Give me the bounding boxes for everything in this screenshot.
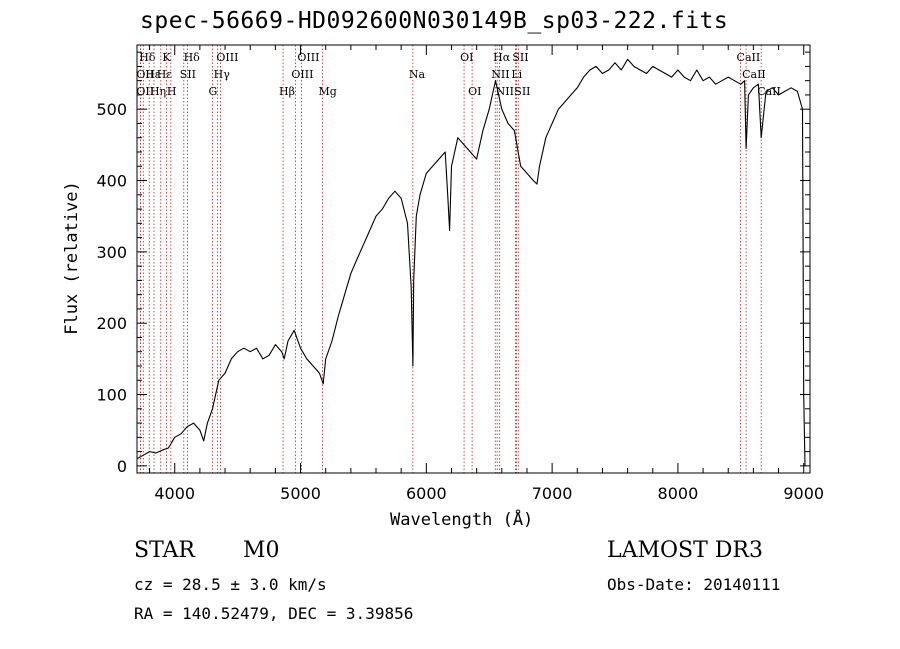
line-label-15: OIII — [297, 51, 319, 64]
object-class: STAR — [134, 538, 195, 563]
line-label-23: Li — [511, 68, 522, 81]
line-label-13: Hβ — [279, 85, 295, 98]
line-label-27: CaII — [742, 68, 766, 81]
line-label-14: OIII — [291, 68, 313, 81]
y-axis-label: Flux (relative) — [62, 181, 82, 335]
line-label-17: Na — [409, 68, 426, 81]
line-label-18: OI — [460, 51, 473, 64]
line-label-7: H — [167, 85, 177, 98]
line-label-10: G — [208, 85, 217, 98]
line-label-21: Hα — [493, 51, 511, 64]
line-label-28: CaII — [757, 85, 781, 98]
y-tick-label-5: 500 — [96, 100, 127, 119]
line-label-16: Mg — [319, 85, 337, 98]
plot-frame — [136, 44, 811, 474]
x-axis-label: Wavelength (Å) — [390, 510, 534, 530]
x-tick-label-5: 9000 — [783, 484, 824, 503]
chart-title: spec-56669-HD092600N030149B_sp03-222.fit… — [140, 8, 729, 34]
y-tick-label-1: 100 — [96, 386, 127, 405]
line-label-24: SII — [512, 51, 528, 64]
survey-name: LAMOST DR3 — [607, 538, 763, 563]
redshift-text: cz = 28.5 ± 3.0 km/s — [134, 575, 327, 594]
y-tick-label-3: 300 — [96, 243, 127, 262]
line-label-25: SII — [514, 85, 530, 98]
y-tick-label-4: 400 — [96, 172, 127, 191]
spectrum-line — [136, 58, 806, 466]
line-label-26: CaII — [737, 51, 761, 64]
line-label-5: Hε — [157, 68, 173, 81]
line-label-4: Hη — [150, 85, 166, 98]
x-tick-label-0: 4000 — [154, 484, 195, 503]
line-label-3: Hε — [145, 68, 161, 81]
x-tick-label-1: 5000 — [280, 484, 321, 503]
line-label-22: NII — [496, 85, 514, 98]
x-tick-label-2: 6000 — [406, 484, 447, 503]
line-label-20: NII — [491, 68, 509, 81]
line-label-11: Hγ — [214, 68, 231, 81]
obs-date-text: Obs-Date: 20140111 — [607, 575, 781, 594]
line-label-12: OIII — [216, 51, 238, 64]
line-label-19: OI — [468, 85, 481, 98]
line-label-6: K — [162, 51, 171, 64]
line-label-9: Hδ — [184, 51, 201, 64]
line-label-1: OII — [136, 68, 154, 81]
y-tick-label-0: 0 — [117, 457, 127, 476]
object-subclass: M0 — [243, 538, 280, 563]
x-tick-label-3: 7000 — [532, 484, 573, 503]
x-tick-label-4: 8000 — [658, 484, 699, 503]
y-tick-label-2: 200 — [96, 314, 127, 333]
line-label-0: Hδ — [139, 51, 156, 64]
coordinates-text: RA = 140.52479, DEC = 3.39856 — [134, 604, 414, 623]
